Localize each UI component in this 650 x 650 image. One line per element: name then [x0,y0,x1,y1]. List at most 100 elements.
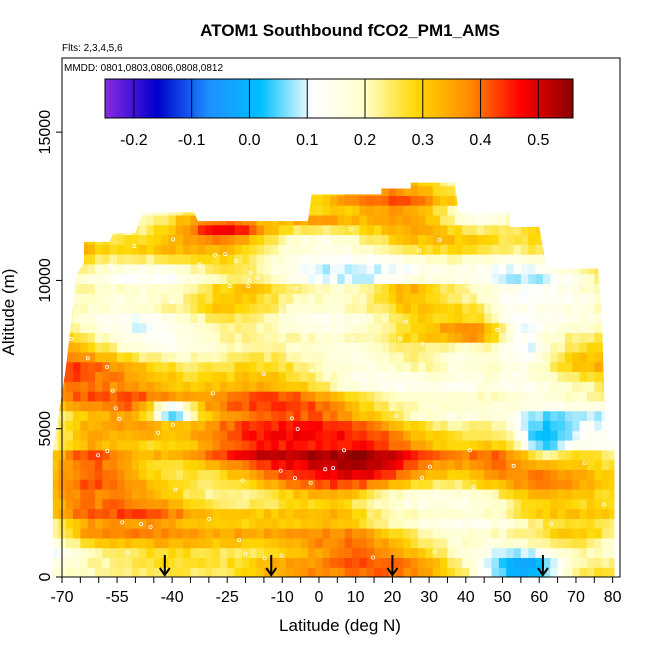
heatmap-cell [454,185,463,196]
heatmap-cell [344,518,353,529]
heatmap-cell [146,508,155,519]
heatmap-cell [564,557,573,568]
heatmap-cell [197,567,206,577]
heatmap-cell [462,273,471,284]
heatmap-cell [65,244,74,255]
x-tick-label: -25 [216,589,239,606]
heatmap-cell [594,469,603,480]
heatmap-cell [241,488,250,500]
heatmap-cell [80,332,89,343]
heatmap-cell [352,283,360,294]
heatmap-cell [161,195,170,206]
heatmap-cell [73,537,81,549]
heatmap-cell [366,400,375,412]
heatmap-cell [322,528,331,539]
heatmap-cell [175,302,184,314]
heatmap-cell [366,244,375,255]
heatmap-cell [484,449,493,461]
heatmap-cell [447,351,456,363]
heatmap-cell [359,528,368,539]
sample-point [271,269,276,274]
heatmap-cell [366,254,375,265]
heatmap-cell [117,537,126,549]
heatmap-cell [396,518,405,529]
heatmap-cell [484,420,493,431]
heatmap-cell [542,342,551,353]
heatmap-cell [469,567,478,577]
heatmap-cell [168,185,177,196]
heatmap-cell [146,283,155,294]
heatmap-cell [550,234,559,245]
heatmap-cell [234,224,243,236]
heatmap-cell [572,430,581,441]
heatmap-cell [175,410,184,422]
heatmap-cell [227,410,236,422]
heatmap-cell [388,185,397,196]
heatmap-cell [447,234,456,245]
heatmap-cell [293,182,302,187]
heatmap-cell [586,244,595,255]
heatmap-cell [572,400,581,412]
heatmap-cell [300,547,309,559]
heatmap-cell [462,567,471,577]
heatmap-cell [425,332,434,343]
heatmap-cell [307,195,316,206]
heatmap-cell [153,273,162,284]
heatmap-cell [161,302,170,314]
heatmap-cell [572,182,581,187]
heatmap-cell [197,361,206,373]
heatmap-cell [513,449,522,461]
heatmap-cell [52,449,59,461]
heatmap-cell [241,391,250,402]
heatmap-cell [410,185,419,196]
flights-note: Flts: 2,3,4,5,6 [62,43,123,54]
heatmap-cell [205,479,214,490]
heatmap-cell [249,361,258,373]
heatmap-cell [432,214,441,226]
heatmap-cell [212,400,221,412]
heatmap-cell [410,224,419,236]
heatmap-cell [594,254,603,265]
heatmap-cell [447,293,456,304]
heatmap-cell [586,518,595,529]
heatmap-cell [197,547,206,559]
heatmap-cell [73,518,81,529]
heatmap-cell [608,312,615,324]
heatmap-cell [542,469,551,480]
heatmap-cell [278,547,287,559]
heatmap-cell [124,205,133,216]
heatmap-cell [418,283,427,294]
heatmap-cell [234,351,243,363]
heatmap-cell [601,479,610,490]
heatmap-cell [87,283,96,294]
heatmap-cell [263,351,272,363]
heatmap-cell [359,537,368,549]
heatmap-cell [352,234,360,245]
heatmap-cell [572,381,581,392]
heatmap-cell [425,439,434,451]
heatmap-cell [425,361,434,373]
heatmap-cell [366,234,375,245]
heatmap-cell [586,224,595,236]
heatmap-cell [256,283,265,294]
heatmap-cell [403,528,412,539]
x-tick-label: 60 [530,589,548,606]
heatmap-cell [95,361,103,373]
sample-point [69,336,74,341]
heatmap-cell [219,557,228,568]
heatmap-cell [557,439,566,451]
heatmap-cell [329,283,338,294]
heatmap-cell [263,439,272,451]
heatmap-cell [146,244,155,255]
heatmap-cell [410,420,419,431]
heatmap-cell [454,439,463,451]
heatmap-cell [212,244,221,255]
heatmap-cell [418,234,427,245]
heatmap-cell [95,224,103,236]
heatmap-cell [381,244,390,255]
heatmap-cell [579,449,588,461]
heatmap-cell [168,430,177,441]
heatmap-cell [366,342,375,353]
heatmap-cell [594,273,603,284]
heatmap-cell [586,400,595,412]
